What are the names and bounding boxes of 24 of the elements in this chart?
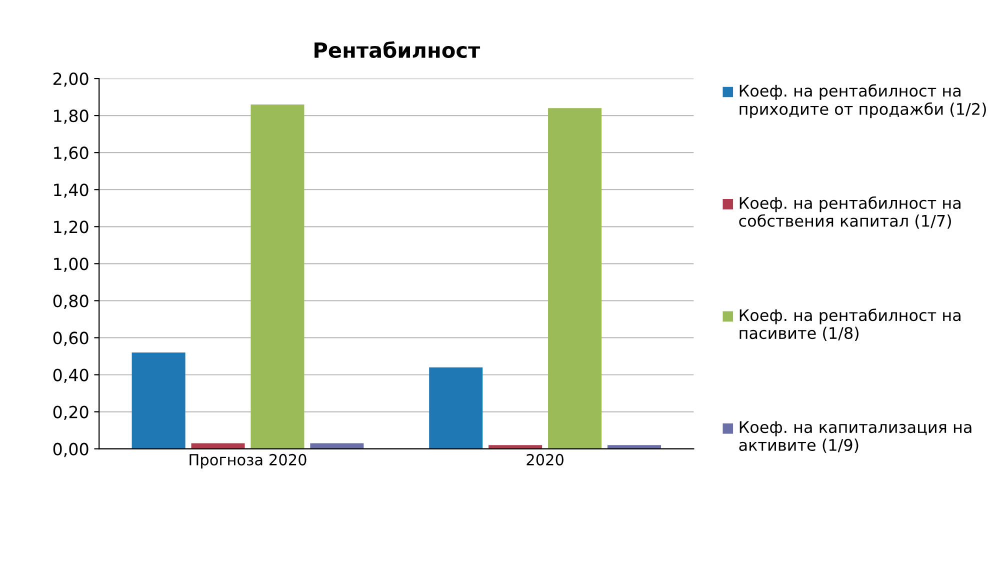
- y-tick-label: 0,00: [53, 442, 88, 458]
- bar: [191, 443, 245, 449]
- bar: [132, 352, 186, 449]
- y-tick-label: 1,60: [54, 146, 88, 161]
- bar: [429, 367, 483, 449]
- legend-label: Коеф. на рентабилност на приходите от продажби (1/2): [740, 84, 986, 118]
- y-tick-label: 1,00: [54, 258, 88, 272]
- x-tick-label: 2020: [526, 454, 564, 466]
- y-tick-label: 1,20: [54, 220, 88, 235]
- y-tick-label: 0,40: [53, 368, 88, 384]
- chart-title: Рентабилност: [314, 41, 480, 58]
- bar: [548, 108, 602, 449]
- legend-label: Коеф. на капитализация на активите (1/9): [739, 421, 972, 453]
- y-tick-label: 1,40: [54, 184, 88, 198]
- y-tick-label: 1,80: [54, 110, 88, 124]
- y-tick-label: 0,20: [53, 406, 88, 420]
- y-tick-label: 2,00: [53, 72, 88, 87]
- legend-label: Коеф. на рентабилност на пасивите (1/8): [740, 308, 960, 341]
- bar: [310, 443, 364, 449]
- y-tick-label: 0,60: [53, 332, 88, 346]
- legend-label: Коеф. на рентабилност на собствения капитал (1/7): [739, 196, 960, 229]
- y-tick-label: 0,80: [53, 294, 88, 309]
- x-tick-label: Прогноза 2020: [190, 454, 306, 468]
- bar: [250, 104, 304, 449]
